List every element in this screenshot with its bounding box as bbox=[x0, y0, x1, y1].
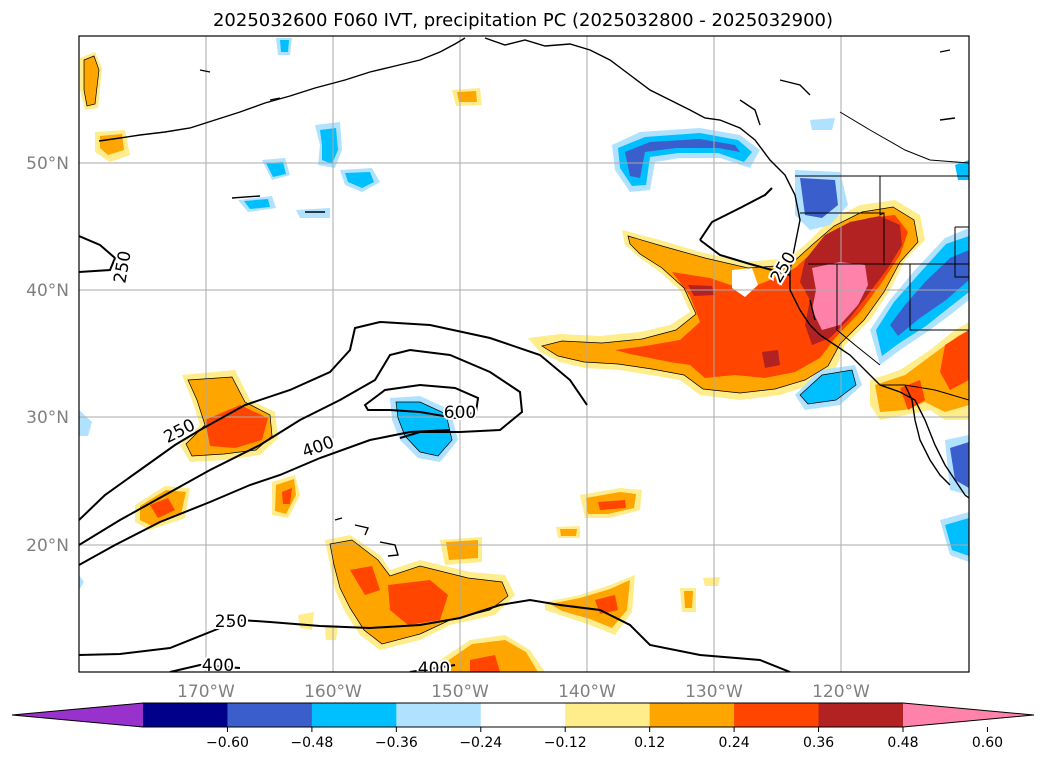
ivt-contours bbox=[79, 187, 791, 672]
contour-label: 400 bbox=[418, 659, 450, 679]
colorbar-tick-label: 0.36 bbox=[803, 735, 834, 751]
colorbar-swatch bbox=[480, 703, 566, 727]
contour-label: 400 bbox=[202, 656, 234, 676]
colorbar-swatch bbox=[311, 703, 397, 727]
lon-label: 160°W bbox=[304, 682, 362, 702]
colorbar-tick-label: 0.48 bbox=[887, 735, 918, 751]
precip-pc-shading bbox=[79, 38, 969, 672]
coastlines bbox=[98, 37, 969, 557]
precip-pc-outlines bbox=[83, 55, 919, 645]
colorbar-swatch bbox=[565, 703, 651, 727]
colorbar-tick-label: −0.60 bbox=[206, 735, 249, 751]
colorbar-swatch bbox=[227, 703, 313, 727]
colorbar-tick-label: −0.36 bbox=[375, 735, 418, 751]
colorbar-outline bbox=[11, 702, 1035, 728]
colorbar-swatch bbox=[396, 703, 482, 727]
longitude-labels: 170°W 160°W 150°W 140°W 130°W 120°W bbox=[177, 682, 870, 702]
map-gridlines bbox=[79, 36, 969, 672]
lon-label: 140°W bbox=[558, 682, 616, 702]
lon-label: 120°W bbox=[812, 682, 870, 702]
colorbar-tick-label: 0.24 bbox=[719, 735, 750, 751]
colorbar-tick-label: 0.60 bbox=[972, 735, 1003, 751]
colorbar-tick-label: 0.12 bbox=[634, 735, 665, 751]
political-borders bbox=[795, 111, 969, 401]
map-area: 250 400 600 250 400 250 400 250 bbox=[78, 35, 970, 679]
lon-label: 170°W bbox=[177, 682, 235, 702]
lat-label: 50°N bbox=[26, 154, 69, 174]
colorbar-tick-label: −0.48 bbox=[290, 735, 333, 751]
lat-label: 30°N bbox=[26, 408, 69, 428]
colorbar-tick-label: −0.12 bbox=[544, 735, 587, 751]
contour-label: 250 bbox=[215, 612, 247, 632]
chart-title: 2025032600 F060 IVT, precipitation PC (2… bbox=[213, 10, 833, 31]
colorbar: −0.60 −0.48 −0.36 −0.24 −0.12 0.12 0.24 0.36 0.4… bbox=[11, 702, 1035, 751]
lon-label: 150°W bbox=[431, 682, 489, 702]
lat-label: 40°N bbox=[26, 281, 69, 301]
colorbar-extend-low bbox=[12, 703, 143, 727]
colorbar-swatch bbox=[143, 703, 228, 727]
colorbar-tick-label: −0.24 bbox=[459, 735, 502, 751]
latitude-labels: 50°N 40°N 30°N 20°N bbox=[26, 154, 69, 556]
lat-label: 20°N bbox=[26, 536, 69, 556]
contour-label: 600 bbox=[444, 403, 476, 423]
lon-label: 130°W bbox=[685, 682, 743, 702]
colorbar-extend-high bbox=[903, 703, 1034, 727]
map-frame bbox=[78, 35, 970, 673]
colorbar-swatch bbox=[734, 703, 820, 727]
colorbar-swatch bbox=[818, 703, 904, 727]
colorbar-swatch bbox=[649, 703, 735, 727]
